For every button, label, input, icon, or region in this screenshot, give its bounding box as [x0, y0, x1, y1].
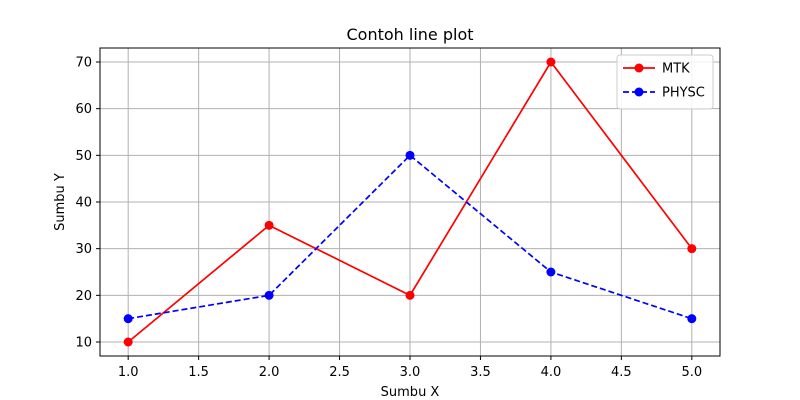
data-point-mtk [123, 337, 133, 347]
legend-marker-physc [634, 87, 644, 97]
x-tick-label: 4.0 [541, 365, 562, 380]
series-layer [123, 57, 697, 347]
x-tick-label: 4.5 [611, 365, 632, 380]
y-tick-label: 70 [75, 56, 92, 71]
x-tick-label: 1.5 [188, 365, 209, 380]
y-tick-label: 50 [75, 149, 92, 164]
data-point-physc [264, 290, 274, 300]
data-point-physc [405, 150, 415, 160]
legend-label-physc: PHYSC [662, 86, 705, 101]
data-point-mtk [264, 220, 274, 230]
x-tick-label: 5.0 [681, 365, 702, 380]
legend: MTK PHYSC [616, 54, 714, 110]
data-point-mtk [687, 244, 697, 254]
chart-title: Contoh line plot [346, 25, 473, 44]
series-line-physc [128, 154, 693, 320]
y-tick-label: 60 [75, 102, 92, 117]
data-point-physc [687, 314, 697, 324]
y-tick-label: 40 [75, 196, 92, 211]
tick-layer: 1.0 1.5 2.0 2.5 3.0 3.5 4.0 4.5 5.0 10 20 30 40 50 60 7… [75, 56, 702, 381]
x-axis-label: Sumbu X [381, 385, 440, 400]
data-point-physc [123, 314, 133, 324]
legend-label-mtk: MTK [662, 62, 690, 77]
data-point-physc [546, 267, 556, 277]
x-tick-label: 3.0 [400, 365, 421, 380]
data-point-mtk [405, 290, 415, 300]
y-tick-label: 20 [75, 289, 92, 304]
y-tick-label: 10 [75, 336, 92, 351]
x-tick-label: 1.0 [118, 365, 139, 380]
y-tick-label: 30 [75, 242, 92, 257]
x-tick-label: 3.5 [470, 365, 491, 380]
x-tick-label: 2.5 [329, 365, 350, 380]
legend-marker-mtk [634, 63, 644, 73]
x-tick-label: 2.0 [259, 365, 280, 380]
y-axis-label: Sumbu Y [53, 173, 68, 231]
data-point-mtk [546, 57, 556, 67]
